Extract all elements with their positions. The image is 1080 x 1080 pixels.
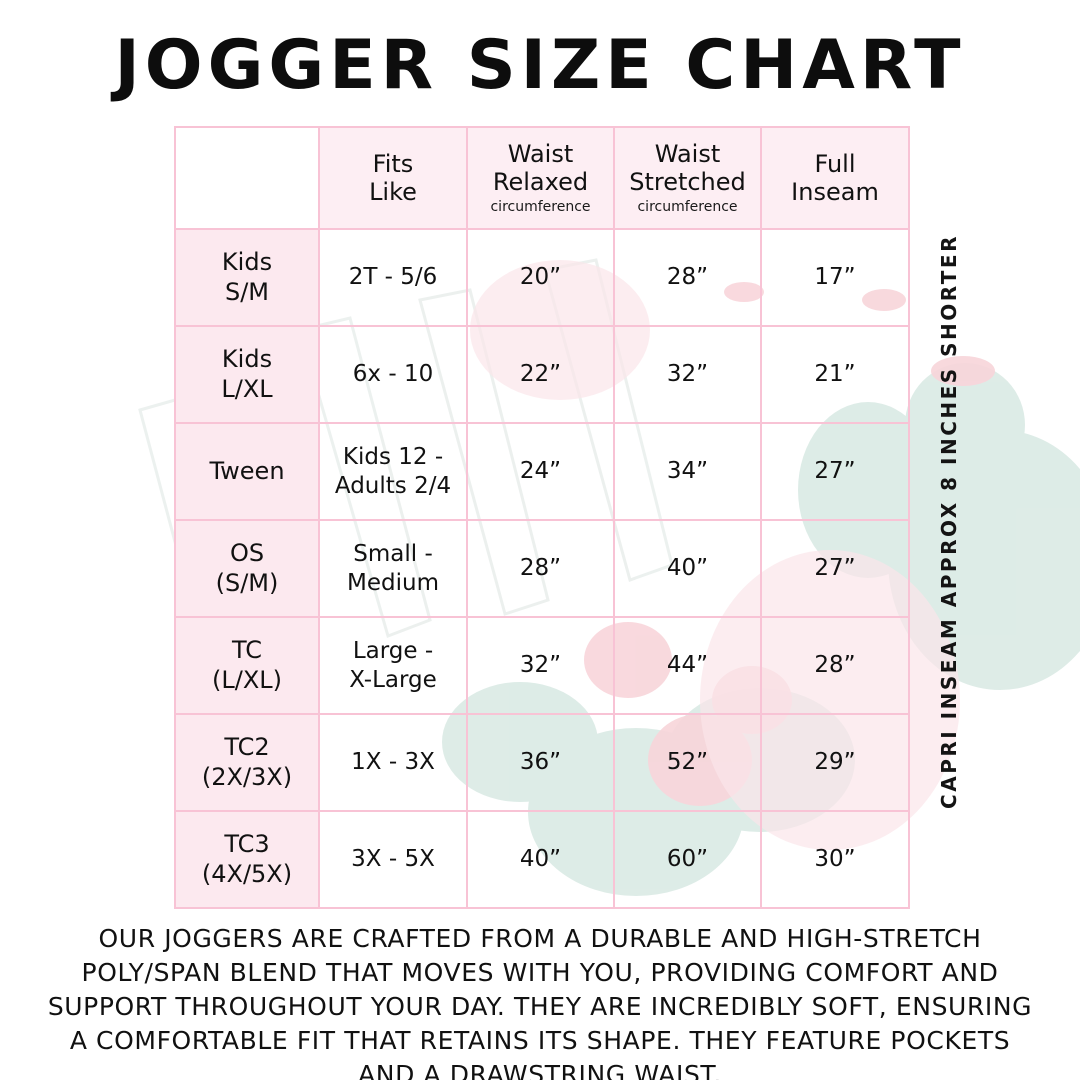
header-row: Fits Like Waist Relaxed circumference Wa… — [174, 126, 910, 230]
row-size-label-line-1: TC2 — [224, 733, 270, 762]
row-size-label-line-1: Kids — [221, 345, 273, 374]
cell-fits-like: Small - Medium — [318, 519, 468, 618]
row-size-label: TC2 (2X/3X) — [174, 713, 320, 812]
cell-fits-like-line-1: 2T - 5/6 — [348, 264, 438, 291]
cell-waist-stretched: 44” — [613, 616, 762, 715]
cell-full-inseam: 27” — [760, 422, 910, 521]
cell-full-inseam: 17” — [760, 228, 910, 327]
header-line-2: Relaxed — [492, 168, 589, 197]
cell-fits-like: Large - X-Large — [318, 616, 468, 715]
table-row: TC2 (2X/3X) 1X - 3X 36” 52” 29” — [174, 713, 910, 812]
header-line-1: Full — [814, 149, 856, 178]
cell-waist-relaxed: 22” — [466, 325, 615, 424]
header-sub-label: circumference — [490, 198, 591, 215]
row-size-label-line-2: (2X/3X) — [201, 762, 293, 791]
row-size-label-line-2: (S/M) — [215, 568, 279, 597]
cell-fits-like-line-1: Small - — [353, 541, 433, 568]
table-row: Kids S/M 2T - 5/6 20” 28” 17” — [174, 228, 910, 327]
cell-full-inseam: 29” — [760, 713, 910, 812]
cell-fits-like-line-2: X-Large — [349, 666, 437, 693]
cell-waist-relaxed: 24” — [466, 422, 615, 521]
row-size-label: TC3 (4X/5X) — [174, 810, 320, 909]
cell-waist-stretched: 40” — [613, 519, 762, 618]
cell-waist-relaxed: 32” — [466, 616, 615, 715]
column-header-fits-like: Fits Like — [318, 126, 468, 230]
capri-inseam-note-text: CAPRI INSEAM APPROX 8 INCHES SHORTER — [937, 233, 961, 809]
cell-fits-like: 3X - 5X — [318, 810, 468, 909]
cell-waist-stretched: 28” — [613, 228, 762, 327]
cell-fits-like: Kids 12 - Adults 2/4 — [318, 422, 468, 521]
row-size-label-line-1: TC3 — [224, 830, 270, 859]
cell-waist-stretched: 52” — [613, 713, 762, 812]
page-title: JOGGER SIZE CHART — [114, 26, 966, 105]
table-row: OS (S/M) Small - Medium 28” 40” 27” — [174, 519, 910, 618]
row-size-label-line-1: Tween — [209, 456, 285, 485]
cell-fits-like-line-1: 6x - 10 — [352, 361, 434, 388]
cell-waist-relaxed: 20” — [466, 228, 615, 327]
cell-waist-stretched: 60” — [613, 810, 762, 909]
cell-waist-relaxed: 40” — [466, 810, 615, 909]
row-size-label-line-1: OS — [229, 539, 265, 568]
cell-waist-relaxed: 36” — [466, 713, 615, 812]
row-size-label-line-1: TC — [231, 636, 262, 665]
cell-fits-like-line-2: Adults 2/4 — [334, 472, 452, 499]
cell-waist-relaxed: 28” — [466, 519, 615, 618]
row-size-label: Kids L/XL — [174, 325, 320, 424]
cell-full-inseam: 28” — [760, 616, 910, 715]
row-size-label: TC (L/XL) — [174, 616, 320, 715]
cell-fits-like-line-1: 1X - 3X — [351, 749, 435, 776]
cell-fits-like: 1X - 3X — [318, 713, 468, 812]
row-size-label-line-1: Kids — [221, 248, 273, 277]
row-size-label: OS (S/M) — [174, 519, 320, 618]
footer-description: OUR JOGGERS ARE CRAFTED FROM A DURABLE A… — [47, 924, 1033, 1080]
column-header-waist-stretched: Waist Stretched circumference — [613, 126, 762, 230]
column-header-full-inseam: Full Inseam — [760, 126, 910, 230]
row-size-label-line-2: S/M — [224, 277, 270, 306]
cell-full-inseam: 27” — [760, 519, 910, 618]
header-line-2: Stretched — [629, 168, 746, 197]
cell-fits-like-line-1: Large - — [352, 638, 434, 665]
cell-full-inseam: 30” — [760, 810, 910, 909]
table-header: Fits Like Waist Relaxed circumference Wa… — [174, 126, 910, 230]
cell-fits-like-line-1: 3X - 5X — [351, 846, 435, 873]
cell-waist-stretched: 34” — [613, 422, 762, 521]
table-row: TC (L/XL) Large - X-Large 32” 44” 28” — [174, 616, 910, 715]
table-body: Kids S/M 2T - 5/6 20” 28” 17” Kids L/XL 6x - 10 2… — [174, 228, 910, 909]
cell-fits-like-line-1: Kids 12 - — [342, 444, 444, 471]
header-line-1: Waist — [507, 140, 574, 169]
header-line-2: Like — [369, 178, 417, 206]
row-size-label-line-2: L/XL — [221, 374, 273, 403]
cell-fits-like-line-2: Medium — [347, 569, 439, 596]
column-header-waist-relaxed: Waist Relaxed circumference — [466, 126, 615, 230]
header-line-2: Inseam — [791, 178, 879, 206]
cell-fits-like: 6x - 10 — [318, 325, 468, 424]
cell-full-inseam: 21” — [760, 325, 910, 424]
header-sub-label: circumference — [637, 198, 738, 215]
table-row: Kids L/XL 6x - 10 22” 32” 21” — [174, 325, 910, 424]
table-row: TC3 (4X/5X) 3X - 5X 40” 60” 30” — [174, 810, 910, 909]
row-size-label: Tween — [174, 422, 320, 521]
row-size-label: Kids S/M — [174, 228, 320, 327]
cell-waist-stretched: 32” — [613, 325, 762, 424]
row-size-label-line-2: (4X/5X) — [201, 859, 293, 888]
capri-inseam-note: CAPRI INSEAM APPROX 8 INCHES SHORTER — [926, 233, 972, 809]
jogger-size-chart-table: Fits Like Waist Relaxed circumference Wa… — [174, 126, 910, 909]
table-row: Tween Kids 12 - Adults 2/4 24” 34” 27” — [174, 422, 910, 521]
header-line-1: Fits — [372, 149, 414, 178]
cell-fits-like: 2T - 5/6 — [318, 228, 468, 327]
header-line-1: Waist — [654, 140, 721, 169]
header-corner-empty — [174, 126, 320, 230]
row-size-label-line-2: (L/XL) — [212, 665, 282, 694]
